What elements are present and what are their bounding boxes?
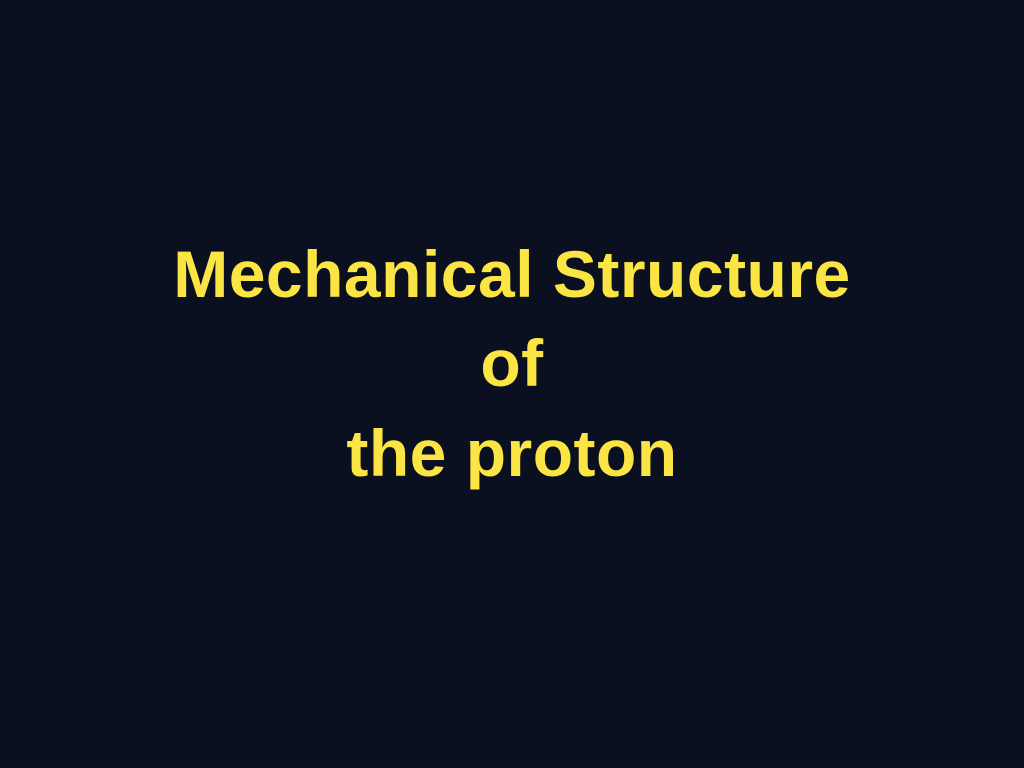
title-line-3: the proton [0, 409, 1024, 498]
title-line-1: Mechanical Structure [0, 230, 1024, 319]
title-line-2: of [0, 319, 1024, 408]
slide-title: Mechanical Structure of the proton [0, 230, 1024, 497]
slide-container: Mechanical Structure of the proton [0, 230, 1024, 497]
